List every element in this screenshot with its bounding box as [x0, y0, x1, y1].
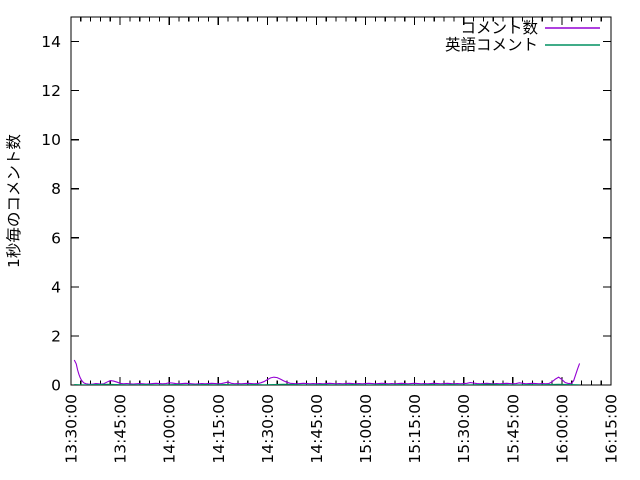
y-tick-label: 12 [41, 82, 61, 100]
y-axis-ticks: 0 2 4 6 8 10 12 14 [41, 33, 611, 395]
x-axis-tick-labels: 13:30:00 13:45:00 14:00:00 14:15:00 14:30:00… [63, 394, 621, 464]
series-layer [73, 359, 581, 385]
x-axis-ticks [70, 17, 612, 385]
x-tick-label: 13:45:00 [112, 394, 130, 464]
x-tick-label: 14:15:00 [210, 394, 228, 464]
x-tick-label: 15:15:00 [406, 394, 424, 464]
x-tick-label: 14:00:00 [161, 394, 179, 464]
legend-label-2: 英語コメント [445, 36, 538, 54]
y-tick-label: 10 [41, 131, 61, 149]
x-tick-label: 14:45:00 [308, 394, 326, 464]
x-tick-label: 15:45:00 [504, 394, 522, 464]
y-tick-label: 4 [51, 278, 61, 296]
series-line-1 [73, 359, 581, 385]
legend-label-1: コメント数 [460, 19, 538, 37]
y-axis-label: 1秒毎のコメント数 [5, 134, 23, 268]
y-tick-label: 2 [51, 327, 61, 345]
y-tick-label: 6 [51, 229, 61, 247]
x-tick-label: 15:00:00 [357, 394, 375, 464]
x-tick-label: 15:30:00 [455, 394, 473, 464]
y-tick-label: 8 [51, 180, 61, 198]
y-tick-label: 0 [51, 377, 61, 395]
x-tick-label: 16:15:00 [603, 394, 621, 464]
plot-frame [70, 16, 612, 386]
x-tick-label: 13:30:00 [63, 394, 81, 464]
y-tick-label: 14 [41, 33, 61, 51]
x-axis-minor-ticks [80, 17, 602, 385]
x-tick-label: 16:00:00 [553, 394, 571, 464]
x-tick-label: 14:30:00 [259, 394, 277, 464]
